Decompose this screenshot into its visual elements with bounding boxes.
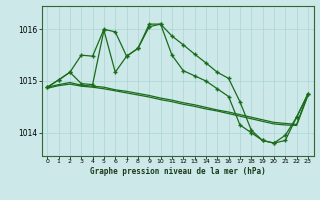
X-axis label: Graphe pression niveau de la mer (hPa): Graphe pression niveau de la mer (hPa) xyxy=(90,167,266,176)
